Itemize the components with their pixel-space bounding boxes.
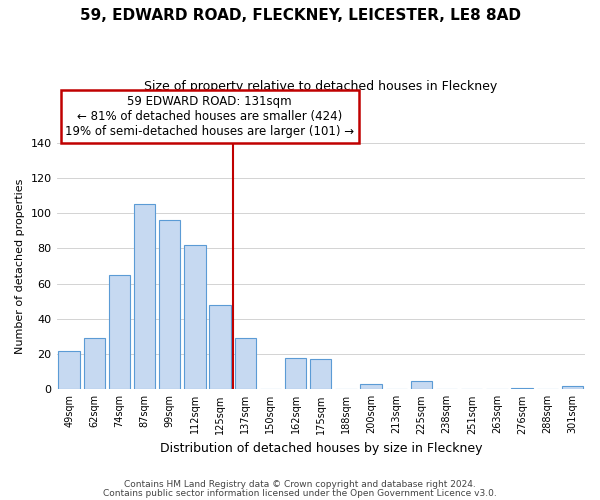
Bar xyxy=(562,386,583,390)
Bar xyxy=(285,358,307,390)
Bar xyxy=(159,220,181,390)
Bar xyxy=(109,275,130,390)
Bar xyxy=(58,350,80,390)
Bar xyxy=(209,305,231,390)
Bar xyxy=(361,384,382,390)
Text: Contains public sector information licensed under the Open Government Licence v3: Contains public sector information licen… xyxy=(103,488,497,498)
Y-axis label: Number of detached properties: Number of detached properties xyxy=(15,178,25,354)
Bar xyxy=(310,360,331,390)
Text: Contains HM Land Registry data © Crown copyright and database right 2024.: Contains HM Land Registry data © Crown c… xyxy=(124,480,476,489)
Bar xyxy=(83,338,105,390)
Title: Size of property relative to detached houses in Fleckney: Size of property relative to detached ho… xyxy=(144,80,497,93)
Bar xyxy=(511,388,533,390)
Text: 59, EDWARD ROAD, FLECKNEY, LEICESTER, LE8 8AD: 59, EDWARD ROAD, FLECKNEY, LEICESTER, LE… xyxy=(79,8,521,22)
Bar xyxy=(134,204,155,390)
Bar xyxy=(235,338,256,390)
Text: 59 EDWARD ROAD: 131sqm
← 81% of detached houses are smaller (424)
19% of semi-de: 59 EDWARD ROAD: 131sqm ← 81% of detached… xyxy=(65,95,355,138)
Bar xyxy=(411,380,432,390)
Bar xyxy=(184,245,206,390)
X-axis label: Distribution of detached houses by size in Fleckney: Distribution of detached houses by size … xyxy=(160,442,482,455)
